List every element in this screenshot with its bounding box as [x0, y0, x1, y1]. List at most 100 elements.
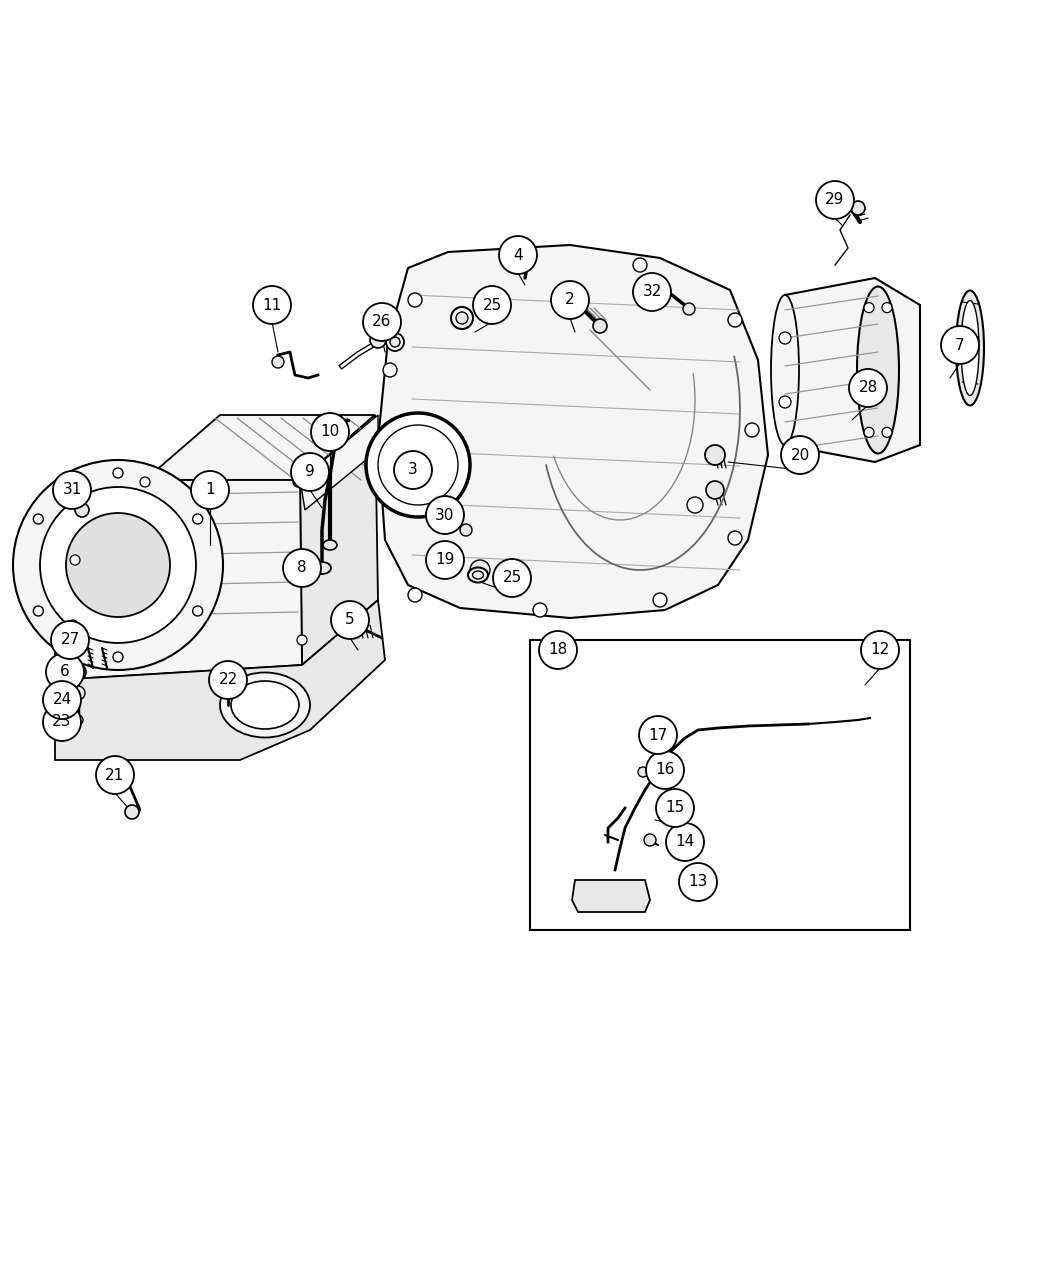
Ellipse shape	[390, 337, 400, 347]
Circle shape	[113, 468, 123, 478]
Circle shape	[705, 445, 724, 465]
Circle shape	[370, 332, 386, 348]
Polygon shape	[300, 414, 378, 510]
Ellipse shape	[956, 291, 984, 405]
Text: 31: 31	[62, 482, 82, 497]
Text: 16: 16	[655, 762, 675, 778]
Circle shape	[779, 332, 791, 344]
Circle shape	[633, 273, 671, 311]
Circle shape	[96, 756, 134, 794]
Circle shape	[418, 448, 442, 472]
Circle shape	[366, 413, 470, 516]
Circle shape	[293, 477, 303, 487]
Text: 7: 7	[956, 338, 965, 352]
Ellipse shape	[961, 301, 979, 395]
Ellipse shape	[857, 287, 899, 454]
Text: 22: 22	[218, 672, 237, 687]
Ellipse shape	[456, 312, 468, 324]
Circle shape	[864, 427, 874, 437]
Text: 9: 9	[306, 464, 315, 479]
Circle shape	[297, 555, 307, 565]
Circle shape	[125, 805, 139, 819]
Circle shape	[43, 681, 81, 719]
Polygon shape	[785, 278, 920, 462]
Circle shape	[311, 413, 349, 451]
Ellipse shape	[386, 333, 404, 351]
Text: 3: 3	[408, 463, 418, 478]
Text: 24: 24	[52, 692, 71, 708]
Circle shape	[253, 286, 291, 324]
Circle shape	[68, 620, 78, 630]
Circle shape	[539, 631, 578, 669]
Circle shape	[426, 496, 464, 534]
Text: 8: 8	[297, 561, 307, 575]
Circle shape	[383, 363, 397, 377]
Ellipse shape	[323, 541, 337, 550]
Circle shape	[513, 251, 527, 265]
Circle shape	[43, 703, 81, 741]
Circle shape	[13, 460, 223, 669]
Circle shape	[551, 280, 589, 319]
Text: 23: 23	[52, 714, 71, 729]
Ellipse shape	[452, 307, 472, 329]
Circle shape	[499, 236, 537, 274]
Text: 30: 30	[436, 507, 455, 523]
Circle shape	[533, 603, 547, 617]
Circle shape	[65, 484, 75, 495]
Text: 17: 17	[649, 728, 668, 742]
Circle shape	[643, 731, 653, 741]
Circle shape	[209, 660, 247, 699]
Circle shape	[882, 427, 892, 437]
Circle shape	[633, 258, 647, 272]
Circle shape	[297, 635, 307, 645]
Circle shape	[460, 524, 472, 536]
Circle shape	[816, 181, 854, 219]
Circle shape	[272, 356, 284, 368]
Text: 10: 10	[320, 425, 339, 440]
Ellipse shape	[315, 564, 329, 572]
Circle shape	[192, 514, 203, 524]
Circle shape	[639, 717, 677, 754]
Text: 11: 11	[262, 297, 281, 312]
Circle shape	[344, 615, 360, 630]
Circle shape	[70, 555, 80, 565]
Circle shape	[644, 834, 656, 847]
Circle shape	[34, 514, 43, 524]
Circle shape	[378, 425, 458, 505]
Text: 1: 1	[205, 482, 215, 497]
Text: 2: 2	[565, 292, 574, 307]
Circle shape	[638, 768, 648, 776]
Circle shape	[656, 789, 694, 827]
Circle shape	[646, 751, 684, 789]
Circle shape	[34, 606, 43, 616]
Circle shape	[40, 487, 196, 643]
Circle shape	[470, 560, 490, 580]
Circle shape	[394, 451, 432, 490]
Text: 19: 19	[436, 552, 455, 567]
Polygon shape	[55, 479, 302, 680]
Ellipse shape	[313, 562, 331, 574]
Ellipse shape	[444, 556, 456, 564]
Text: 5: 5	[345, 612, 355, 627]
Text: 27: 27	[61, 632, 80, 648]
Circle shape	[706, 481, 724, 499]
Circle shape	[679, 863, 717, 901]
Circle shape	[426, 541, 464, 579]
Circle shape	[882, 302, 892, 312]
Text: 29: 29	[825, 193, 844, 208]
Circle shape	[850, 201, 865, 215]
Circle shape	[383, 491, 397, 505]
Circle shape	[494, 558, 531, 597]
Circle shape	[941, 326, 979, 363]
Circle shape	[593, 319, 607, 333]
Circle shape	[70, 664, 86, 680]
Circle shape	[472, 286, 511, 324]
Text: 25: 25	[502, 570, 522, 585]
Text: 14: 14	[675, 835, 695, 849]
Text: 26: 26	[373, 315, 392, 329]
Circle shape	[521, 252, 536, 266]
Circle shape	[71, 686, 85, 700]
Polygon shape	[378, 245, 768, 618]
Ellipse shape	[771, 295, 799, 445]
Circle shape	[728, 530, 742, 544]
